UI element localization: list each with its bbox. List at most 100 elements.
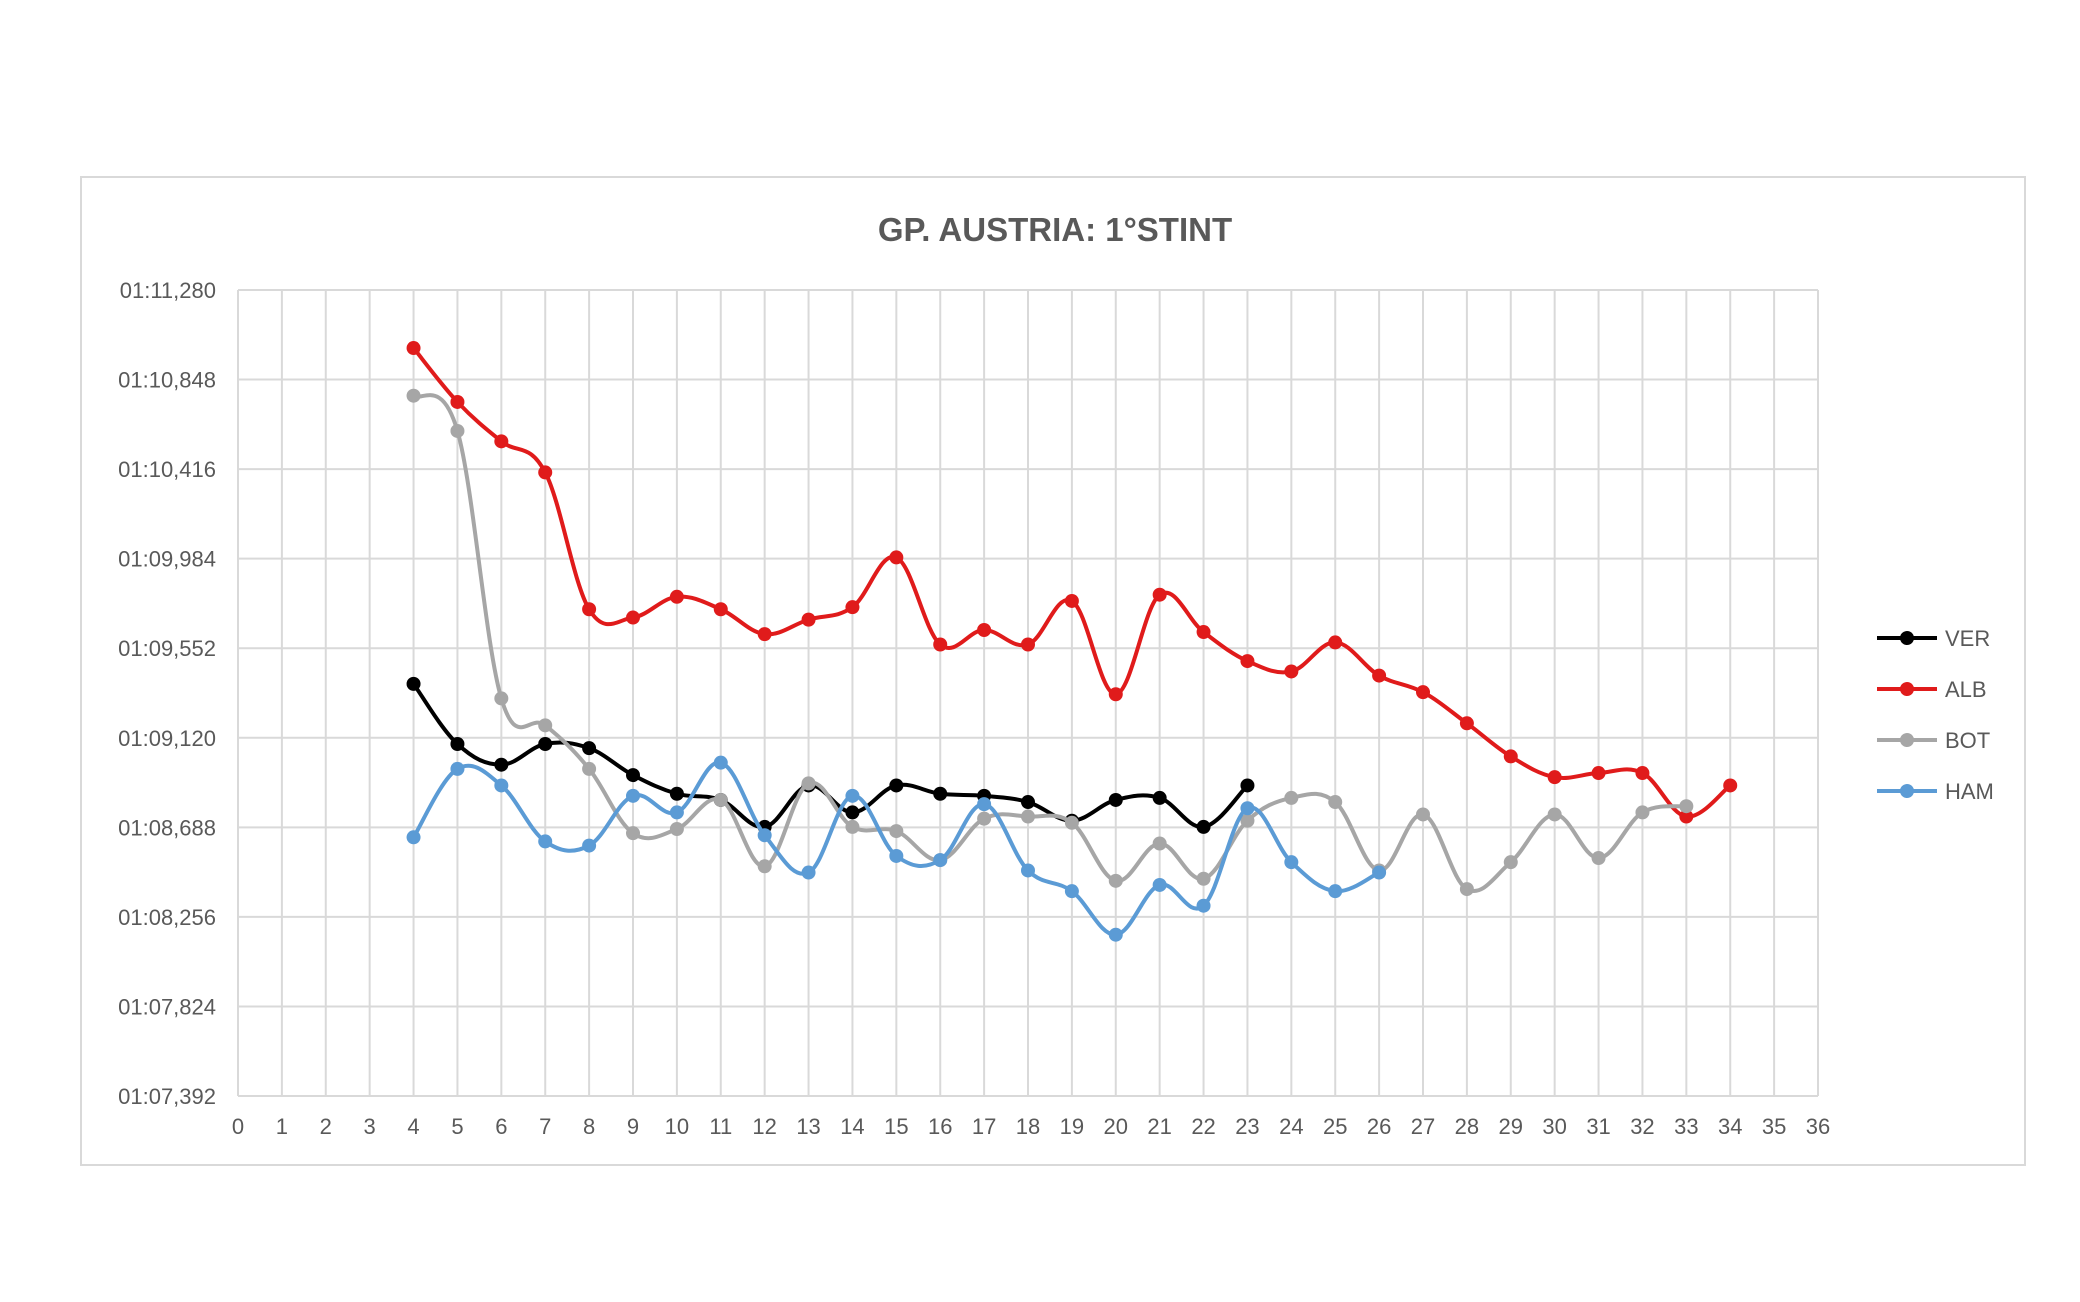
x-tick-label: 35: [1762, 1114, 1786, 1139]
x-tick-label: 36: [1806, 1114, 1830, 1139]
data-point-alb: [1547, 770, 1562, 785]
data-point-alb: [1635, 766, 1650, 781]
x-tick-label: 9: [627, 1114, 639, 1139]
data-point-bot: [1459, 882, 1474, 897]
data-point-bot: [538, 718, 553, 733]
data-point-alb: [406, 341, 421, 356]
data-point-bot: [1679, 799, 1694, 814]
series-ver: [406, 676, 1255, 834]
x-tick-label: 18: [1016, 1114, 1040, 1139]
data-point-ham: [933, 853, 948, 868]
x-tick-label: 17: [972, 1114, 996, 1139]
x-tick-label: 5: [451, 1114, 463, 1139]
x-tick-label: 10: [665, 1114, 689, 1139]
data-point-ver: [1108, 792, 1123, 807]
data-point-ham: [977, 797, 992, 812]
data-point-ver: [450, 736, 465, 751]
data-point-bot: [669, 821, 684, 836]
data-point-ham: [1284, 855, 1299, 870]
data-point-ham: [450, 761, 465, 776]
data-point-bot: [1635, 805, 1650, 820]
data-point-bot: [450, 423, 465, 438]
legend: VER ALB BOT HAM: [1877, 626, 1994, 804]
data-point-alb: [713, 602, 728, 617]
y-tick-label: 01:09,552: [118, 636, 216, 661]
series-layer: [406, 341, 1738, 942]
data-point-bot: [977, 811, 992, 826]
data-point-alb: [1372, 668, 1387, 683]
data-point-bot: [1196, 871, 1211, 886]
data-point-bot: [713, 792, 728, 807]
x-tick-label: 6: [495, 1114, 507, 1139]
series-ham: [406, 755, 1387, 942]
data-point-alb: [626, 610, 640, 625]
data-point-alb: [1284, 664, 1299, 679]
x-tick-label: 8: [583, 1114, 595, 1139]
line-chart: GP. AUSTRIA: 1°STINT 0 1 2 3 4 5 6 7 8 9 10 11 12 13 1…: [118, 211, 1994, 1139]
y-tick-label: 01:11,280: [120, 278, 216, 303]
x-tick-label: 19: [1060, 1114, 1084, 1139]
data-point-bot: [1108, 873, 1123, 888]
data-point-ham: [1108, 927, 1123, 942]
y-tick-label: 01:10,848: [118, 368, 216, 393]
x-tick-label: 15: [884, 1114, 908, 1139]
y-tick-label: 01:08,256: [118, 905, 216, 930]
data-point-bot: [1328, 795, 1343, 810]
legend-label-bot: BOT: [1945, 728, 1990, 753]
y-tick-label: 01:09,984: [118, 547, 216, 572]
data-point-alb: [1328, 635, 1343, 650]
data-point-ver: [1240, 778, 1255, 793]
x-tick-label: 12: [752, 1114, 776, 1139]
data-point-alb: [1503, 749, 1518, 764]
data-point-bot: [757, 859, 772, 874]
data-point-ham: [582, 838, 597, 853]
data-point-ham: [1021, 863, 1035, 878]
x-tick-label: 1: [276, 1114, 288, 1139]
legend-marker-bot: [1900, 733, 1914, 747]
data-point-alb: [1416, 685, 1430, 700]
x-tick-label: 7: [539, 1114, 551, 1139]
data-point-ham: [406, 830, 421, 845]
data-point-alb: [494, 434, 509, 449]
data-point-bot: [494, 691, 509, 706]
y-tick-label: 01:10,416: [118, 457, 216, 482]
legend-item-ham: HAM: [1877, 779, 1994, 804]
data-point-bot: [1416, 807, 1430, 822]
data-point-ham: [845, 788, 860, 803]
data-point-ver: [494, 757, 509, 772]
chart-title: GP. AUSTRIA: 1°STINT: [878, 211, 1232, 248]
data-point-alb: [1064, 593, 1079, 608]
data-point-ver: [1152, 790, 1167, 805]
data-point-alb: [538, 465, 553, 480]
data-point-bot: [845, 819, 860, 834]
series-line-ver: [411, 681, 1250, 829]
data-point-alb: [845, 600, 860, 615]
data-point-ham: [713, 755, 728, 770]
data-point-ver: [582, 741, 597, 756]
x-tick-label: 27: [1411, 1114, 1435, 1139]
x-tick-label: 32: [1630, 1114, 1654, 1139]
data-point-alb: [977, 622, 992, 637]
data-point-ver: [1196, 819, 1211, 834]
x-tick-label: 14: [840, 1114, 864, 1139]
data-point-ver: [406, 676, 421, 691]
data-point-ver: [933, 786, 948, 801]
data-point-bot: [1021, 809, 1035, 824]
legend-marker-ham: [1900, 784, 1914, 798]
data-point-bot: [1591, 851, 1606, 866]
data-point-alb: [1108, 687, 1123, 702]
x-tick-label: 21: [1147, 1114, 1171, 1139]
data-point-ham: [669, 805, 684, 820]
legend-item-alb: ALB: [1877, 677, 1987, 702]
data-point-alb: [450, 394, 465, 409]
x-tick-label: 29: [1499, 1114, 1523, 1139]
data-point-ham: [538, 834, 553, 849]
x-tick-label: 23: [1235, 1114, 1259, 1139]
series-line-alb: [411, 346, 1733, 819]
data-point-ham: [801, 865, 816, 880]
data-point-alb: [1196, 625, 1211, 640]
data-point-bot: [582, 761, 597, 776]
data-point-bot: [626, 826, 640, 841]
data-point-alb: [1459, 716, 1474, 731]
x-tick-label: 34: [1718, 1114, 1742, 1139]
